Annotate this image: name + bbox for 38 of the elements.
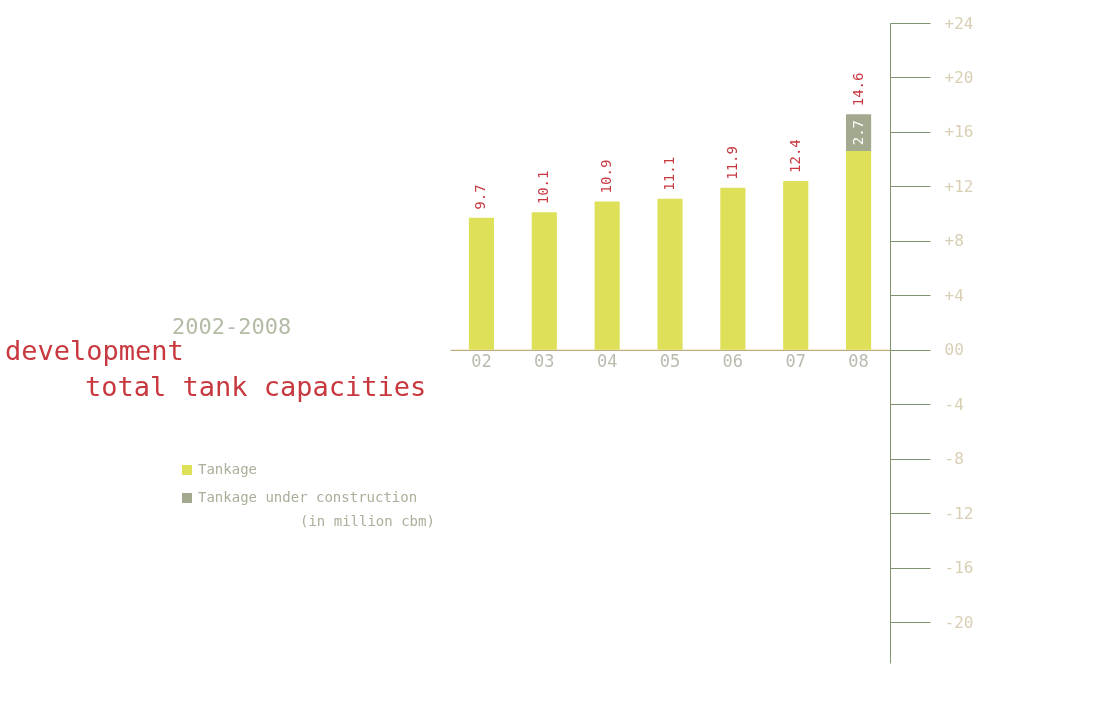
data-label: 10.1 [535, 170, 552, 205]
legend-label: Tankage [198, 461, 258, 477]
bar [468, 217, 494, 350]
data-label: 2.7 [849, 119, 866, 146]
bar [846, 114, 872, 151]
x-tick-label: 06 [722, 351, 744, 372]
data-label: 12.4 [786, 139, 803, 173]
legend-label: Tankage under construction [198, 489, 418, 505]
y-tick-label: +16 [944, 122, 974, 142]
y-tick-label: -20 [944, 612, 974, 632]
bar [720, 187, 746, 350]
y-tick-label: -12 [944, 503, 974, 523]
x-tick-label: 02 [471, 351, 492, 372]
y-tick-label: +4 [944, 285, 964, 305]
data-label: 10.9 [598, 159, 615, 194]
x-tick-label: 03 [534, 351, 555, 372]
y-tick-label: -8 [944, 449, 964, 469]
data-label: 11.9 [723, 146, 740, 180]
data-label: 14.6 [849, 72, 866, 107]
y-tick-label: +12 [944, 176, 974, 196]
y-tick-label: +20 [944, 67, 974, 87]
x-tick-label: 04 [596, 351, 618, 372]
x-tick-label: 08 [848, 351, 869, 372]
bar [531, 212, 557, 350]
x-tick-label: 05 [659, 351, 681, 372]
data-label: 11.1 [661, 156, 677, 191]
bar [846, 151, 872, 350]
y-tick-label: -16 [944, 558, 974, 578]
bar [783, 180, 809, 350]
y-tick-label: +24 [944, 13, 974, 33]
text: (in million cbm) [300, 513, 435, 530]
y-tick-label: -4 [944, 394, 964, 414]
y-tick-label: +8 [944, 231, 964, 251]
x-tick-label: 07 [785, 351, 806, 372]
bar [657, 198, 683, 350]
y-tick-label: 00 [944, 340, 964, 360]
bar [594, 201, 620, 350]
data-label: 9.7 [472, 184, 489, 210]
